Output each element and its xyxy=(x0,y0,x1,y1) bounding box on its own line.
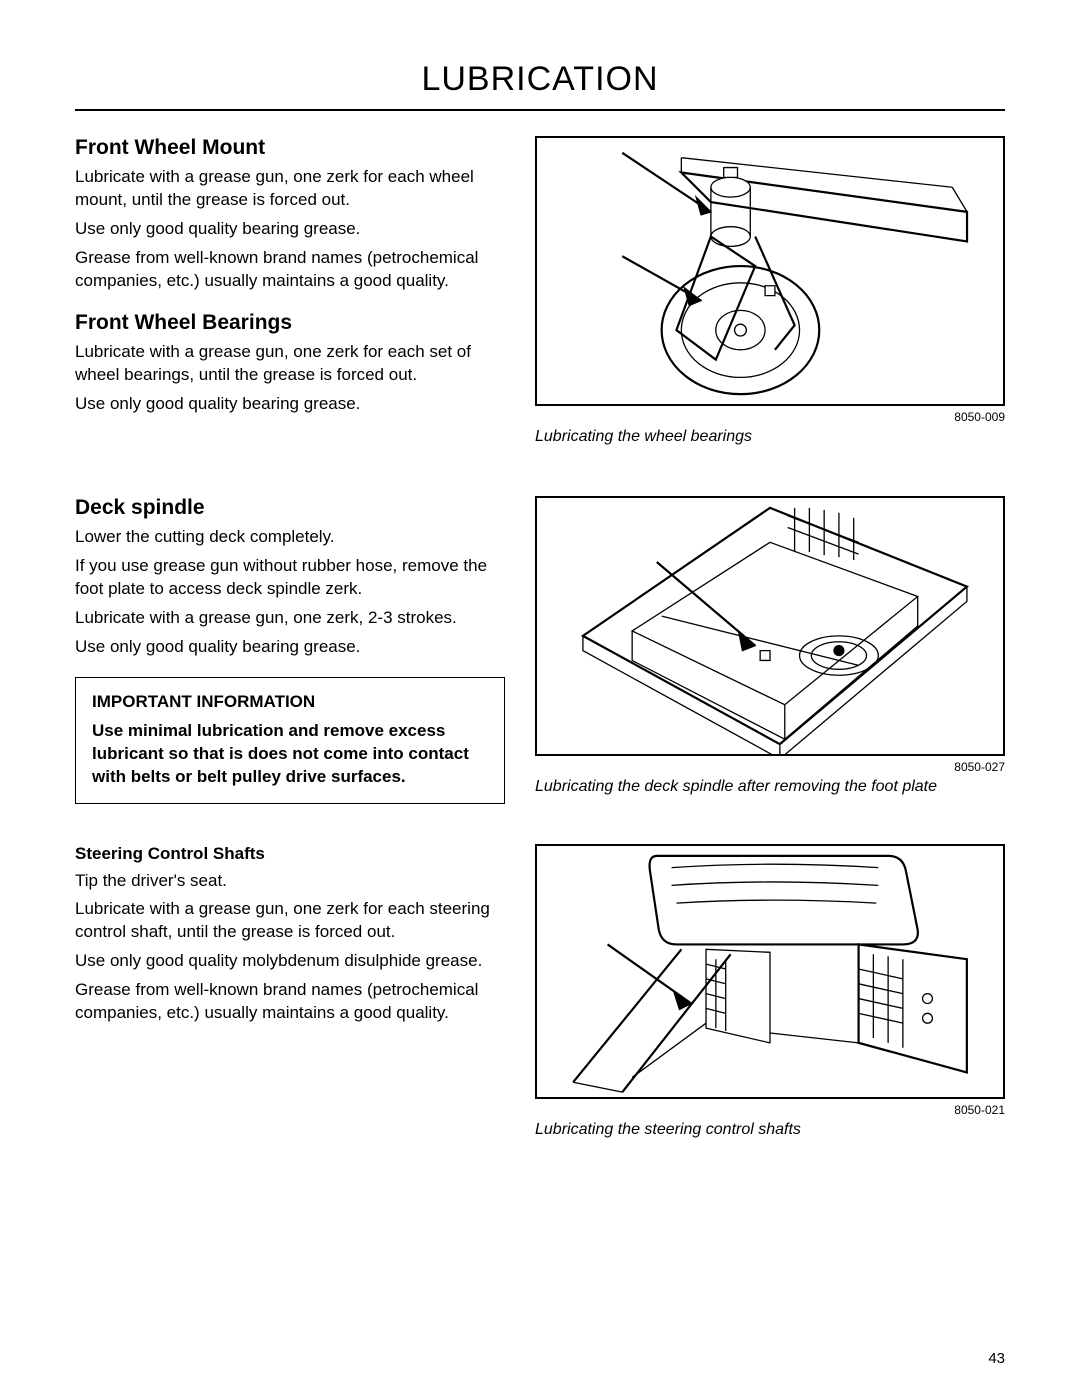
text-fwm-p3: Grease from well-known brand names (petr… xyxy=(75,247,505,293)
text-fwm-p1: Lubricate with a grease gun, one zerk fo… xyxy=(75,166,505,212)
text-fwb-p2: Use only good quality bearing grease. xyxy=(75,393,505,416)
figure-steering-shafts xyxy=(535,844,1005,1099)
right-col-3: 8050-021 Lubricating the steering contro… xyxy=(535,844,1005,1139)
heading-steering-shafts: Steering Control Shafts xyxy=(75,844,505,864)
text-ds-p2: If you use grease gun without rubber hos… xyxy=(75,555,505,601)
heading-deck-spindle: Deck spindle xyxy=(75,496,505,520)
text-scs-p2: Lubricate with a grease gun, one zerk fo… xyxy=(75,898,505,944)
left-col-1: Front Wheel Mount Lubricate with a greas… xyxy=(75,136,505,422)
text-ds-p1: Lower the cutting deck completely. xyxy=(75,526,505,549)
content-area: Front Wheel Mount Lubricate with a greas… xyxy=(75,136,1005,1139)
left-col-3: Steering Control Shafts Tip the driver's… xyxy=(75,844,505,1032)
right-col-1: 8050-009 Lubricating the wheel bearings xyxy=(535,136,1005,446)
left-col-2: Deck spindle Lower the cutting deck comp… xyxy=(75,496,505,804)
heading-front-wheel-bearings: Front Wheel Bearings xyxy=(75,311,505,335)
text-ds-p3: Lubricate with a grease gun, one zerk, 2… xyxy=(75,607,505,630)
steering-shafts-diagram-icon xyxy=(537,846,1003,1097)
page-number: 43 xyxy=(988,1350,1005,1367)
figure-deck-spindle xyxy=(535,496,1005,756)
important-info-body: Use minimal lubrication and remove exces… xyxy=(92,720,488,789)
row-2: Deck spindle Lower the cutting deck comp… xyxy=(75,496,1005,804)
wheel-bearings-diagram-icon xyxy=(537,138,1003,404)
figure-wheel-bearings xyxy=(535,136,1005,406)
text-fwm-p2: Use only good quality bearing grease. xyxy=(75,218,505,241)
heading-front-wheel-mount: Front Wheel Mount xyxy=(75,136,505,160)
important-info-heading: IMPORTANT INFORMATION xyxy=(92,692,488,712)
figure-number-2: 8050-027 xyxy=(535,760,1005,774)
important-info-box: IMPORTANT INFORMATION Use minimal lubric… xyxy=(75,677,505,804)
figure-number-3: 8050-021 xyxy=(535,1103,1005,1117)
right-col-2: 8050-027 Lubricating the deck spindle af… xyxy=(535,496,1005,796)
page-title: LUBRICATION xyxy=(75,60,1005,111)
figure-caption-2: Lubricating the deck spindle after remov… xyxy=(535,778,1005,796)
deck-spindle-diagram-icon xyxy=(537,498,1003,754)
text-fwb-p1: Lubricate with a grease gun, one zerk fo… xyxy=(75,341,505,387)
figure-caption-1: Lubricating the wheel bearings xyxy=(535,428,1005,446)
text-ds-p4: Use only good quality bearing grease. xyxy=(75,636,505,659)
figure-number-1: 8050-009 xyxy=(535,410,1005,424)
text-scs-p1: Tip the driver's seat. xyxy=(75,870,505,893)
text-scs-p4: Grease from well-known brand names (petr… xyxy=(75,979,505,1025)
text-scs-p3: Use only good quality molybdenum disulph… xyxy=(75,950,505,973)
row-1: Front Wheel Mount Lubricate with a greas… xyxy=(75,136,1005,446)
figure-caption-3: Lubricating the steering control shafts xyxy=(535,1121,1005,1139)
row-3: Steering Control Shafts Tip the driver's… xyxy=(75,844,1005,1139)
